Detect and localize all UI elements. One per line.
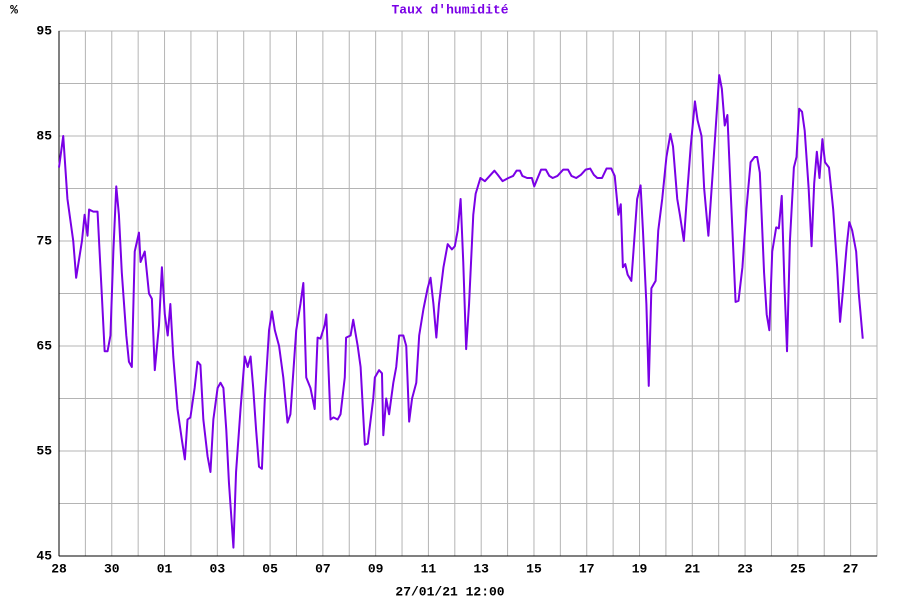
y-tick-label: 75 xyxy=(36,233,52,248)
x-tick-label: 27 xyxy=(843,561,859,576)
x-tick-label: 11 xyxy=(421,561,437,576)
chart-title: Taux d'humidité xyxy=(391,2,508,17)
x-tick-label: 19 xyxy=(632,561,648,576)
x-tick-label: 05 xyxy=(262,561,278,576)
x-tick-label: 07 xyxy=(315,561,331,576)
y-tick-label: 95 xyxy=(36,23,52,38)
y-tick-label: 65 xyxy=(36,338,52,353)
x-tick-label: 01 xyxy=(157,561,173,576)
x-tick-label: 25 xyxy=(790,561,806,576)
y-tick-label: 55 xyxy=(36,443,52,458)
x-axis-label: 27/01/21 12:00 xyxy=(395,584,504,599)
x-tick-label: 13 xyxy=(473,561,489,576)
x-tick-label: 15 xyxy=(526,561,542,576)
data-line xyxy=(58,74,864,549)
x-tick-label: 28 xyxy=(51,561,67,576)
x-tick-label: 30 xyxy=(104,561,120,576)
x-tick-label: 21 xyxy=(684,561,700,576)
y-axis-label: % xyxy=(10,2,18,17)
x-tick-label: 03 xyxy=(210,561,226,576)
x-tick-label: 09 xyxy=(368,561,384,576)
y-tick-label: 45 xyxy=(36,548,52,563)
x-tick-label: 17 xyxy=(579,561,595,576)
y-tick-label: 85 xyxy=(36,128,52,143)
x-tick-label: 23 xyxy=(737,561,753,576)
